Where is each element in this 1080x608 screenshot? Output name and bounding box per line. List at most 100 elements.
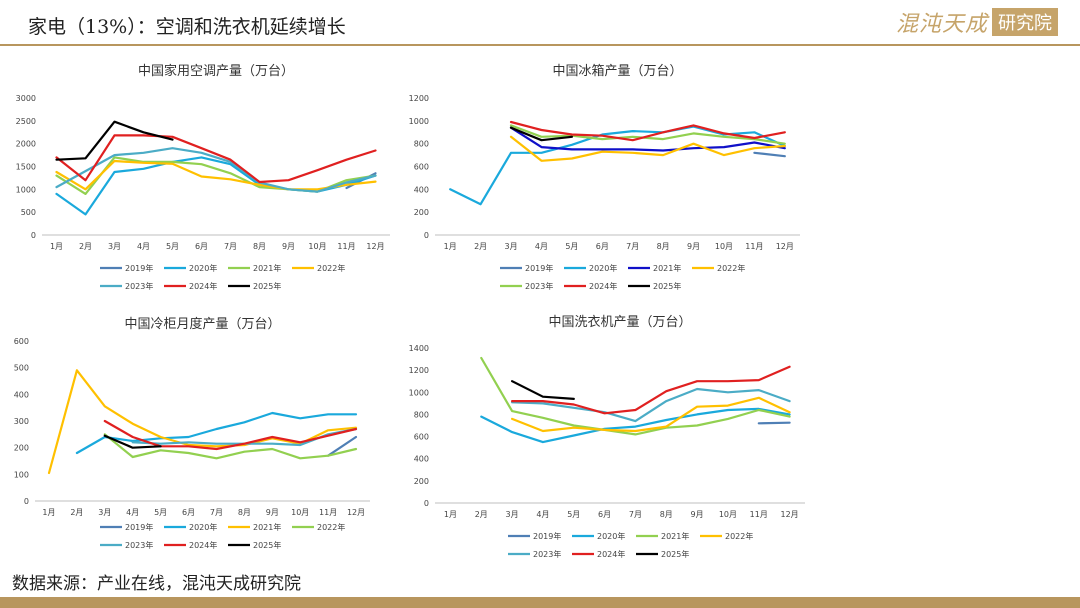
page-title: 家电（13%）：空调和洗衣机延续增长 (28, 16, 346, 38)
legend-item: 2024年 (164, 540, 217, 550)
y-tick-label: 1200 (409, 94, 429, 103)
chart-svg: 中国冷柜月度产量（万台） 0 100 200 300 400 500 600 1月 2月 3月 4月 5… (14, 316, 370, 550)
series-line-2019年 (327, 435, 358, 457)
series-line-2025年 (55, 120, 174, 161)
y-tick-label: 200 (14, 444, 29, 453)
x-tick-label: 1月 (444, 510, 457, 519)
y-tick-label: 2500 (16, 117, 36, 126)
x-tick-label: 3月 (98, 508, 111, 517)
x-tick-label: 11月 (745, 242, 763, 251)
legend-item: 2025年 (636, 549, 689, 559)
logo-script: 混沌天成 (895, 12, 988, 37)
x-tick-label: 5月 (154, 508, 167, 517)
legend-label: 2022年 (717, 263, 745, 273)
legend-item: 2022年 (292, 263, 345, 273)
x-tick-label: 9月 (691, 510, 704, 519)
x-tick-label: 8月 (238, 508, 251, 517)
legend-item: 2021年 (228, 522, 281, 532)
series-line-2023年 (511, 387, 791, 423)
company-logo: 混沌天成 研究院 (896, 7, 1058, 37)
y-tick-label: 600 (414, 163, 429, 172)
legend-item: 2020年 (164, 522, 217, 532)
legend-label: 2019年 (533, 531, 561, 541)
y-tick-label: 2000 (16, 140, 36, 149)
legend-item: 2021年 (228, 263, 281, 273)
series-line-2025年 (103, 434, 162, 449)
x-tick-label: 5月 (166, 242, 179, 251)
x-tick-label: 2月 (79, 242, 92, 251)
header-rule (0, 44, 1080, 46)
x-tick-label: 7月 (210, 508, 223, 517)
legend-label: 2021年 (661, 531, 689, 541)
x-tick-label: 6月 (195, 242, 208, 251)
chart-svg: 中国冰箱产量（万台） 0 200 400 600 800 1000 1200 1月 2月 3月 4月 5… (409, 63, 800, 291)
legend-label: 2022年 (317, 263, 345, 273)
legend-item: 2019年 (100, 522, 153, 532)
legend-item: 2025年 (228, 540, 281, 550)
series-line-2019年 (753, 151, 786, 158)
chart-title: 中国家用空调产量（万台） (138, 63, 294, 79)
series-line-2025年 (511, 380, 575, 400)
x-tick-label: 1月 (444, 242, 457, 251)
x-tick-label: 3月 (504, 242, 517, 251)
y-tick-label: 1400 (409, 344, 429, 353)
series-line-2019年 (757, 421, 791, 425)
x-tick-label: 9月 (282, 242, 295, 251)
header: 家电（13%）：空调和洗衣机延续增长 混沌天成 研究院 (0, 0, 1080, 50)
legend-item: 2020年 (572, 531, 625, 541)
legend-item: 2025年 (628, 281, 681, 291)
x-tick-label: 6月 (596, 242, 609, 251)
x-tick-label: 9月 (687, 242, 700, 251)
x-tick-label: 11月 (750, 510, 768, 519)
y-tick-label: 0 (24, 497, 29, 506)
legend-label: 2021年 (253, 263, 281, 273)
legend-item: 2024年 (164, 281, 217, 291)
legend-item: 2023年 (500, 281, 553, 291)
x-tick-label: 7月 (629, 510, 642, 519)
logo-box: 研究院 (992, 8, 1058, 36)
legend-item: 2019年 (500, 263, 553, 273)
legend-item: 2020年 (564, 263, 617, 273)
y-tick-label: 100 (14, 470, 29, 479)
series-line-2023年 (509, 124, 786, 145)
x-tick-label: 1月 (42, 508, 55, 517)
x-tick-label: 1月 (50, 242, 63, 251)
series-line-2025年 (509, 126, 573, 142)
legend-item: 2022年 (692, 263, 745, 273)
y-tick-label: 400 (14, 390, 29, 399)
legend-label: 2023年 (125, 540, 153, 550)
legend-label: 2024年 (189, 281, 217, 291)
legend-label: 2023年 (125, 281, 153, 291)
x-tick-label: 5月 (565, 242, 578, 251)
y-tick-label: 1200 (409, 366, 429, 375)
y-tick-label: 400 (414, 185, 429, 194)
x-tick-label: 2月 (475, 510, 488, 519)
footer-bar (0, 597, 1080, 608)
series-line-2024年 (509, 120, 786, 142)
y-tick-label: 1000 (16, 185, 36, 194)
y-tick-label: 3000 (16, 94, 36, 103)
legend-label: 2021年 (653, 263, 681, 273)
x-tick-label: 12月 (366, 242, 384, 251)
y-tick-label: 1000 (409, 117, 429, 126)
x-tick-label: 5月 (567, 510, 580, 519)
x-tick-label: 9月 (266, 508, 279, 517)
series-line-2021年 (509, 126, 786, 152)
legend-label: 2020年 (589, 263, 617, 273)
series-line-2020年 (480, 407, 791, 444)
x-tick-label: 10月 (719, 510, 737, 519)
legend-label: 2022年 (317, 522, 345, 532)
x-tick-label: 7月 (626, 242, 639, 251)
y-tick-label: 300 (14, 417, 29, 426)
y-tick-label: 800 (414, 410, 429, 419)
x-tick-label: 6月 (598, 510, 611, 519)
x-tick-label: 10月 (308, 242, 326, 251)
legend-label: 2025年 (253, 540, 281, 550)
y-tick-label: 0 (424, 231, 429, 240)
y-tick-label: 0 (424, 499, 429, 508)
chart-ac-production: 中国家用空调产量（万台） 0 500 1000 1500 2000 2500 3000 1月 2月… (0, 55, 400, 300)
series-line-2021年 (480, 356, 791, 436)
legend-label: 2022年 (725, 531, 753, 541)
legend-item: 2019年 (100, 263, 153, 273)
legend-item: 2022年 (292, 522, 345, 532)
